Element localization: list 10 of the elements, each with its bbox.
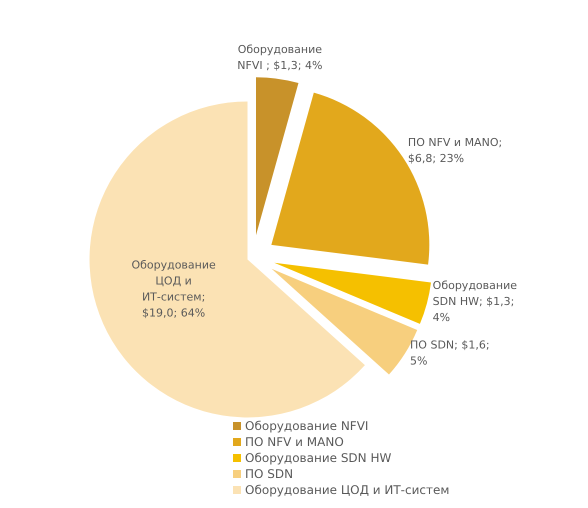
legend-label: ПО SDN [245, 466, 294, 482]
data-label: Оборудование ЦОД и ИТ-систем; $19,0; 64% [131, 258, 216, 320]
legend-label: ПО NFV и MANO [245, 434, 344, 450]
data-label: Оборудование SDN HW; $1,3; 4% [432, 279, 518, 324]
data-label: ПО NFV и MANO; $6,8; 23% [408, 136, 502, 166]
legend-label: Оборудование SDN HW [245, 450, 392, 466]
legend-label: Оборудование ЦОД и ИТ-систем [245, 482, 450, 498]
data-label: Оборудование NFVI ; $1,3; 4% [237, 42, 322, 72]
data-label: ПО SDN; $1,6; 5% [410, 338, 490, 368]
legend-label: Оборудование NFVI [245, 418, 368, 434]
